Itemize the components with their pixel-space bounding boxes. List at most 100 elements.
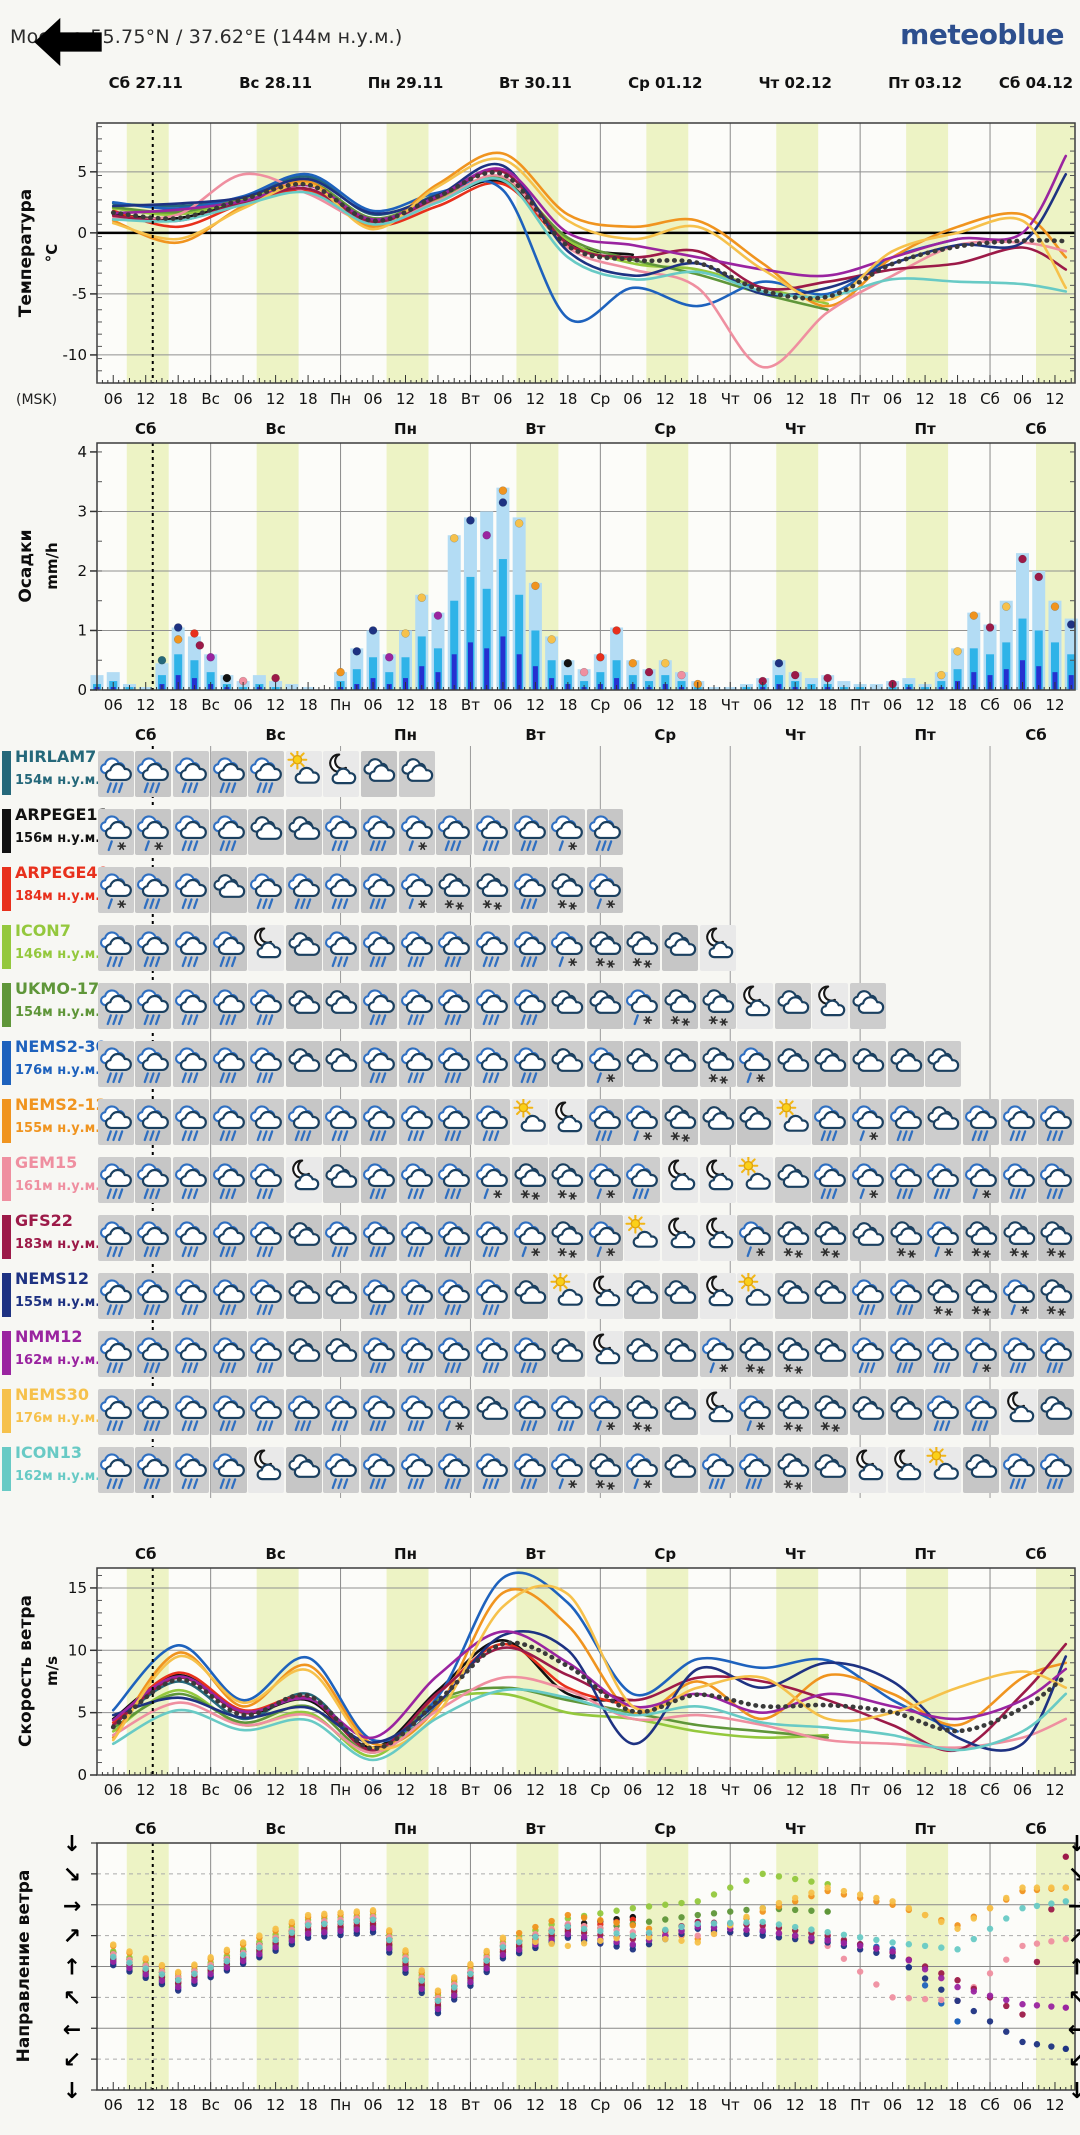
wind-speed-line-NEMS30 (111, 1584, 1068, 1751)
svg-text:06: 06 (1013, 390, 1032, 408)
svg-text:06: 06 (623, 696, 642, 714)
svg-text:18: 18 (818, 1781, 837, 1799)
svg-text:Пт: Пт (850, 1781, 870, 1799)
svg-text:06: 06 (363, 2096, 382, 2114)
svg-text:06: 06 (493, 1781, 512, 1799)
svg-text:0: 0 (77, 681, 87, 699)
svg-text:Пт: Пт (914, 1820, 936, 1838)
svg-text:18: 18 (948, 390, 967, 408)
svg-text:Сб: Сб (135, 420, 156, 438)
wind-dir-arrow-left: ↙ (63, 2048, 81, 2073)
wind-direction-dots (110, 1853, 1069, 2053)
svg-text:06: 06 (753, 390, 772, 408)
svg-text:12: 12 (1045, 2096, 1064, 2114)
svg-text:12: 12 (266, 696, 285, 714)
svg-text:18: 18 (169, 696, 188, 714)
svg-text:12: 12 (136, 1781, 155, 1799)
meteoblue-logo[interactable]: meteoblue (900, 18, 1064, 51)
svg-text:06: 06 (104, 2096, 123, 2114)
svg-text:06: 06 (363, 390, 382, 408)
wind-dir-arrow-left: ↓ (63, 1832, 81, 1857)
svg-text:Вт: Вт (461, 2096, 480, 2114)
wind-dir-arrow-left: ↖ (63, 1986, 81, 2011)
svg-text:4: 4 (77, 443, 87, 461)
svg-text:18: 18 (688, 390, 707, 408)
svg-text:Пт: Пт (914, 1545, 936, 1563)
wind-speed-line-GEM15 (111, 1675, 1068, 1754)
svg-text:12: 12 (266, 2096, 285, 2114)
svg-text:Вс: Вс (201, 2096, 220, 2114)
timezone-note: (MSK) (16, 392, 58, 408)
svg-text:Пт: Пт (850, 2096, 870, 2114)
svg-text:0: 0 (77, 1766, 87, 1784)
svg-text:18: 18 (688, 1781, 707, 1799)
svg-text:Сб: Сб (980, 2096, 1000, 2114)
svg-text:15: 15 (68, 1579, 87, 1597)
svg-text:Пн: Пн (330, 390, 351, 408)
svg-text:18: 18 (299, 390, 318, 408)
svg-text:12: 12 (396, 1781, 415, 1799)
wind-dir-arrow-right: ↓ (1068, 1832, 1080, 1857)
svg-text:12: 12 (1045, 696, 1064, 714)
svg-text:Вс: Вс (201, 390, 220, 408)
temperature-line-ICON13 (111, 177, 1068, 299)
temperature-mean-line (110, 170, 1069, 301)
svg-text:Сб: Сб (135, 726, 156, 744)
svg-text:2: 2 (77, 562, 87, 580)
wind-dir-arrow-right: ↓ (1068, 2079, 1080, 2104)
svg-text:Пт: Пт (850, 390, 870, 408)
svg-text:Ср: Ср (654, 420, 676, 438)
svg-text:Вт: Вт (461, 1781, 480, 1799)
svg-text:06: 06 (104, 390, 123, 408)
svg-text:Вт: Вт (525, 1545, 545, 1563)
svg-text:Чт: Чт (785, 420, 806, 438)
svg-text:06: 06 (1013, 2096, 1032, 2114)
svg-text:Ср: Ср (654, 1820, 676, 1838)
svg-text:18: 18 (818, 696, 837, 714)
svg-text:06: 06 (753, 1781, 772, 1799)
svg-text:Ср: Ср (654, 1545, 676, 1563)
svg-text:Вс: Вс (265, 726, 285, 744)
svg-text:18: 18 (428, 1781, 447, 1799)
svg-text:12: 12 (656, 390, 675, 408)
svg-text:18: 18 (169, 2096, 188, 2114)
svg-text:06: 06 (363, 1781, 382, 1799)
svg-text:Пн: Пн (394, 1545, 417, 1563)
svg-text:06: 06 (234, 696, 253, 714)
svg-text:Вс: Вс (265, 420, 285, 438)
svg-text:18: 18 (169, 390, 188, 408)
svg-text:12: 12 (656, 696, 675, 714)
svg-text:Пн: Пн (330, 2096, 351, 2114)
wind-dir-arrow-right: ↑ (1068, 1956, 1080, 1981)
svg-text:Чт: Чт (721, 696, 740, 714)
svg-text:Чт: Чт (785, 1820, 806, 1838)
svg-text:12: 12 (656, 1781, 675, 1799)
wind-dir-arrow-left: ↗ (63, 1925, 81, 1950)
svg-text:18: 18 (558, 390, 577, 408)
svg-text:12: 12 (396, 390, 415, 408)
svg-text:06: 06 (493, 2096, 512, 2114)
svg-text:Вт: Вт (461, 390, 480, 408)
svg-text:Ср 01.12: Ср 01.12 (628, 74, 702, 92)
svg-text:12: 12 (786, 1781, 805, 1799)
wind-speed-mean-line (110, 1640, 1069, 1751)
svg-text:18: 18 (558, 1781, 577, 1799)
svg-text:Сб 27.11: Сб 27.11 (109, 74, 183, 92)
svg-text:18: 18 (428, 390, 447, 408)
wind-dir-arrow-left: ↘ (63, 1863, 81, 1888)
temperature-line-NEMS2-30 (111, 172, 959, 323)
svg-text:06: 06 (493, 390, 512, 408)
svg-text:18: 18 (688, 696, 707, 714)
svg-text:06: 06 (623, 390, 642, 408)
svg-text:Вс: Вс (201, 696, 220, 714)
svg-text:Пн 29.11: Пн 29.11 (368, 74, 444, 92)
svg-text:12: 12 (916, 2096, 935, 2114)
svg-text:Ср: Ср (590, 390, 610, 408)
svg-text:06: 06 (104, 696, 123, 714)
svg-text:06: 06 (623, 1781, 642, 1799)
svg-text:-5: -5 (72, 285, 87, 303)
svg-text:Сб: Сб (135, 1545, 156, 1563)
svg-text:06: 06 (623, 2096, 642, 2114)
wind-speed-line-UKMO-17 (111, 1686, 829, 1754)
